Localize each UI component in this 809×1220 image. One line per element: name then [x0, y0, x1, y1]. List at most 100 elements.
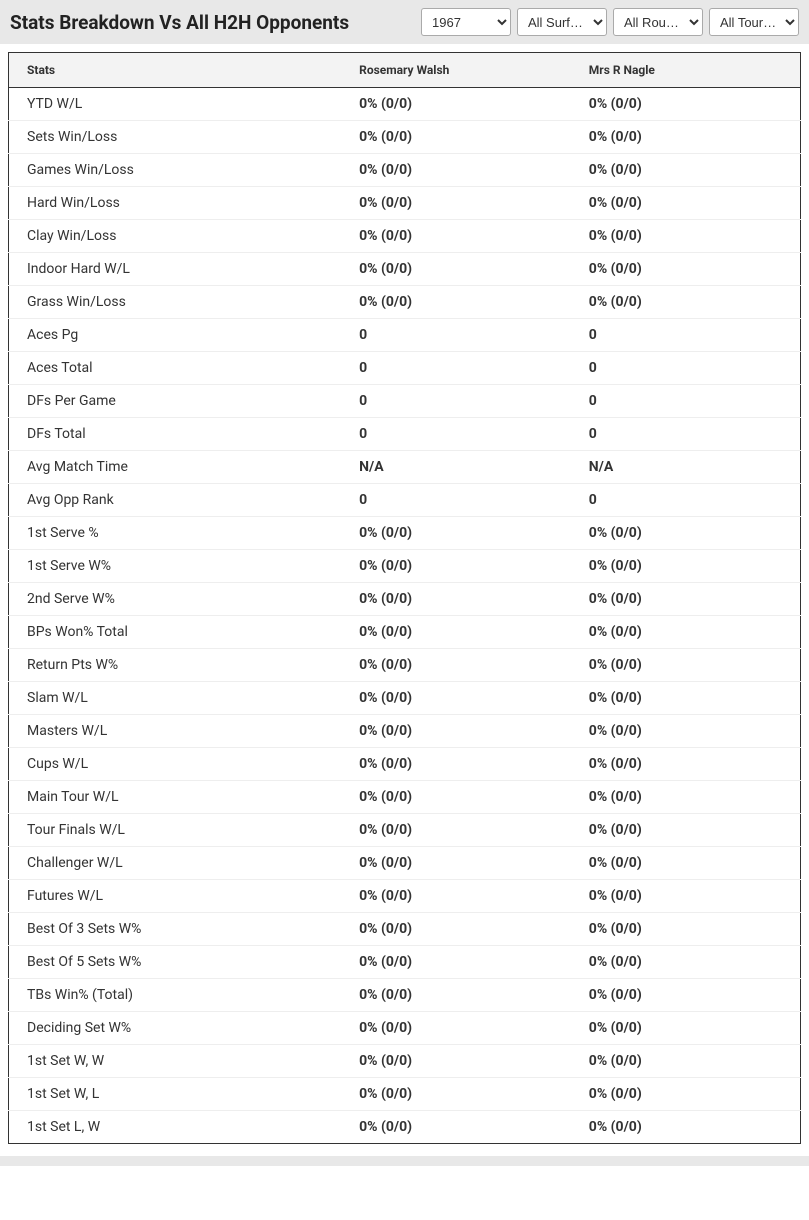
stat-value-player1: 0	[341, 385, 571, 418]
stat-value-player1: 0% (0/0)	[341, 748, 571, 781]
table-row: Cups W/L0% (0/0)0% (0/0)	[9, 748, 801, 781]
footer-strip	[0, 1156, 809, 1166]
table-row: Games Win/Loss0% (0/0)0% (0/0)	[9, 154, 801, 187]
column-header-player1: Rosemary Walsh	[341, 53, 571, 88]
stat-value-player1: 0% (0/0)	[341, 1111, 571, 1144]
stat-label: 1st Set W, W	[9, 1045, 342, 1078]
stat-value-player2: 0% (0/0)	[571, 220, 801, 253]
stat-value-player1: 0% (0/0)	[341, 88, 571, 121]
stat-label: Best Of 5 Sets W%	[9, 946, 342, 979]
table-row: Deciding Set W%0% (0/0)0% (0/0)	[9, 1012, 801, 1045]
stat-label: Clay Win/Loss	[9, 220, 342, 253]
surface-select[interactable]: All Surf…	[517, 8, 607, 36]
stat-label: 1st Set W, L	[9, 1078, 342, 1111]
stat-label: DFs Per Game	[9, 385, 342, 418]
stat-value-player1: N/A	[341, 451, 571, 484]
stat-value-player1: 0% (0/0)	[341, 253, 571, 286]
stat-value-player1: 0% (0/0)	[341, 847, 571, 880]
stat-value-player2: 0% (0/0)	[571, 913, 801, 946]
stat-value-player1: 0% (0/0)	[341, 220, 571, 253]
table-row: 1st Set W, W0% (0/0)0% (0/0)	[9, 1045, 801, 1078]
stat-label: YTD W/L	[9, 88, 342, 121]
table-row: DFs Total00	[9, 418, 801, 451]
stat-value-player1: 0% (0/0)	[341, 1045, 571, 1078]
stat-value-player2: 0	[571, 352, 801, 385]
stat-label: Sets Win/Loss	[9, 121, 342, 154]
stat-value-player1: 0% (0/0)	[341, 682, 571, 715]
stat-value-player2: 0% (0/0)	[571, 748, 801, 781]
stat-value-player1: 0% (0/0)	[341, 1078, 571, 1111]
table-row: DFs Per Game00	[9, 385, 801, 418]
stat-value-player2: 0% (0/0)	[571, 814, 801, 847]
stat-value-player2: 0% (0/0)	[571, 253, 801, 286]
stat-label: Best Of 3 Sets W%	[9, 913, 342, 946]
stat-label: Aces Pg	[9, 319, 342, 352]
stat-value-player2: 0% (0/0)	[571, 979, 801, 1012]
stat-label: Tour Finals W/L	[9, 814, 342, 847]
stat-value-player1: 0% (0/0)	[341, 880, 571, 913]
stat-label: TBs Win% (Total)	[9, 979, 342, 1012]
stat-value-player2: 0% (0/0)	[571, 616, 801, 649]
table-row: Indoor Hard W/L0% (0/0)0% (0/0)	[9, 253, 801, 286]
table-row: Best Of 3 Sets W%0% (0/0)0% (0/0)	[9, 913, 801, 946]
stat-value-player2: 0% (0/0)	[571, 1078, 801, 1111]
stat-value-player2: 0% (0/0)	[571, 583, 801, 616]
year-select[interactable]: 1967	[421, 8, 511, 36]
stat-label: DFs Total	[9, 418, 342, 451]
table-row: Challenger W/L0% (0/0)0% (0/0)	[9, 847, 801, 880]
stat-label: BPs Won% Total	[9, 616, 342, 649]
table-row: Aces Pg00	[9, 319, 801, 352]
table-row: Tour Finals W/L0% (0/0)0% (0/0)	[9, 814, 801, 847]
table-row: Hard Win/Loss0% (0/0)0% (0/0)	[9, 187, 801, 220]
stat-value-player2: 0% (0/0)	[571, 1012, 801, 1045]
stat-value-player1: 0% (0/0)	[341, 715, 571, 748]
table-row: Sets Win/Loss0% (0/0)0% (0/0)	[9, 121, 801, 154]
stat-value-player2: 0	[571, 484, 801, 517]
stat-value-player1: 0	[341, 319, 571, 352]
stat-label: Indoor Hard W/L	[9, 253, 342, 286]
stat-label: 1st Serve W%	[9, 550, 342, 583]
table-row: 1st Serve W%0% (0/0)0% (0/0)	[9, 550, 801, 583]
stat-value-player1: 0% (0/0)	[341, 946, 571, 979]
stat-value-player1: 0% (0/0)	[341, 187, 571, 220]
stat-value-player2: 0% (0/0)	[571, 550, 801, 583]
stat-value-player2: 0% (0/0)	[571, 286, 801, 319]
stat-value-player2: 0% (0/0)	[571, 715, 801, 748]
header-bar: Stats Breakdown Vs All H2H Opponents 196…	[0, 0, 809, 44]
tournament-select[interactable]: All Tour…	[709, 8, 799, 36]
stat-label: Deciding Set W%	[9, 1012, 342, 1045]
table-row: Aces Total00	[9, 352, 801, 385]
table-row: Clay Win/Loss0% (0/0)0% (0/0)	[9, 220, 801, 253]
stat-value-player1: 0% (0/0)	[341, 517, 571, 550]
stat-label: Aces Total	[9, 352, 342, 385]
table-header-row: Stats Rosemary Walsh Mrs R Nagle	[9, 53, 801, 88]
stat-value-player2: 0% (0/0)	[571, 682, 801, 715]
table-row: Masters W/L0% (0/0)0% (0/0)	[9, 715, 801, 748]
table-row: TBs Win% (Total)0% (0/0)0% (0/0)	[9, 979, 801, 1012]
stat-value-player2: 0% (0/0)	[571, 880, 801, 913]
table-row: BPs Won% Total0% (0/0)0% (0/0)	[9, 616, 801, 649]
table-row: 1st Set W, L0% (0/0)0% (0/0)	[9, 1078, 801, 1111]
stat-label: Futures W/L	[9, 880, 342, 913]
stat-value-player1: 0% (0/0)	[341, 814, 571, 847]
stat-value-player2: 0% (0/0)	[571, 154, 801, 187]
stat-value-player2: 0% (0/0)	[571, 517, 801, 550]
stat-label: Cups W/L	[9, 748, 342, 781]
stat-value-player2: 0% (0/0)	[571, 1111, 801, 1144]
table-row: 1st Set L, W0% (0/0)0% (0/0)	[9, 1111, 801, 1144]
stat-label: Grass Win/Loss	[9, 286, 342, 319]
stat-value-player1: 0% (0/0)	[341, 616, 571, 649]
stat-value-player1: 0% (0/0)	[341, 649, 571, 682]
stat-value-player1: 0% (0/0)	[341, 781, 571, 814]
stat-label: Main Tour W/L	[9, 781, 342, 814]
table-row: Grass Win/Loss0% (0/0)0% (0/0)	[9, 286, 801, 319]
stat-value-player2: 0% (0/0)	[571, 847, 801, 880]
stat-value-player1: 0% (0/0)	[341, 1012, 571, 1045]
stat-value-player2: 0% (0/0)	[571, 187, 801, 220]
stat-label: Games Win/Loss	[9, 154, 342, 187]
table-row: Return Pts W%0% (0/0)0% (0/0)	[9, 649, 801, 682]
stat-value-player1: 0	[341, 484, 571, 517]
stat-value-player1: 0% (0/0)	[341, 979, 571, 1012]
stat-value-player1: 0% (0/0)	[341, 121, 571, 154]
round-select[interactable]: All Rou…	[613, 8, 703, 36]
